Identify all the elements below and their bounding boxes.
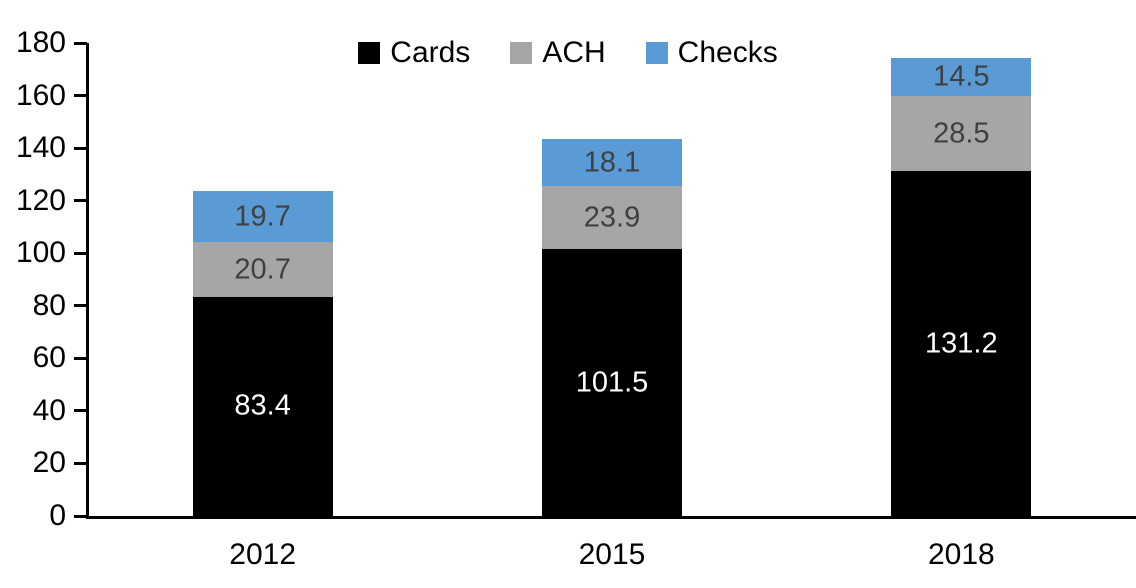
y-axis-tick-label: 60	[32, 341, 66, 375]
segment-value-label: 19.7	[234, 200, 291, 233]
bar-segment-ach-2015	[542, 186, 682, 250]
legend-label: Checks	[677, 36, 778, 69]
y-axis-line	[86, 43, 89, 519]
x-axis-line	[86, 516, 1136, 519]
segment-value-label: 20.7	[234, 253, 291, 286]
segment-value-label: 23.9	[583, 201, 641, 234]
y-axis-tick-mark	[74, 461, 87, 465]
bar-segment-ach-2012	[192, 242, 333, 297]
y-axis-tick-label: 120	[15, 183, 66, 217]
y-axis-tick-label: 20	[32, 446, 66, 480]
legend-item-ach: ACH	[510, 36, 606, 69]
y-axis-tick-label: 100	[15, 236, 66, 270]
y-axis-tick-mark	[74, 304, 87, 308]
legend-label: Cards	[390, 36, 471, 69]
y-axis-tick-mark	[74, 356, 87, 360]
y-axis-tick-mark	[74, 41, 87, 45]
y-axis-tick-label: 0	[49, 499, 66, 532]
y-axis-tick-mark	[74, 199, 87, 203]
segment-value-label: 131.2	[925, 327, 998, 360]
bar-segment-ach-2018	[891, 96, 1032, 172]
x-axis-category-label: 2018	[927, 538, 995, 571]
y-axis-tick-mark	[74, 251, 87, 255]
legend-swatch-cards	[358, 42, 381, 64]
y-axis-tick-mark	[74, 514, 87, 518]
legend-item-cards: Cards	[358, 38, 470, 68]
x-axis-category-label: 2015	[578, 538, 646, 571]
legend-swatch-ach	[510, 42, 533, 64]
bar-segment-checks-2018	[891, 58, 1032, 97]
y-axis-tick-mark	[74, 409, 87, 413]
legend-swatch-checks	[645, 42, 668, 64]
y-axis-tick-mark	[74, 146, 87, 150]
y-axis-tick-label: 180	[15, 26, 66, 59]
segment-value-label: 83.4	[234, 389, 291, 422]
bar-segment-cards-2015	[542, 249, 682, 516]
y-axis-tick-mark	[74, 94, 87, 98]
y-axis-tick-label: 40	[32, 393, 66, 427]
segment-value-label: 28.5	[933, 117, 990, 150]
segment-value-label: 18.1	[583, 146, 641, 179]
bar-segment-cards-2018	[891, 171, 1032, 516]
bar-segment-cards-2012	[192, 296, 333, 516]
x-axis-category-label: 2012	[229, 538, 297, 571]
bar-segment-checks-2015	[542, 138, 682, 187]
legend-label: ACH	[542, 36, 606, 69]
segment-value-label: 101.5	[575, 366, 649, 399]
y-axis-tick-label: 80	[32, 288, 66, 322]
legend-item-checks: Checks	[645, 36, 778, 69]
y-axis-tick-label: 160	[15, 78, 66, 112]
segment-value-label: 14.5	[933, 60, 990, 93]
bar-segment-checks-2012	[192, 190, 333, 243]
legend: Cards ACH Checks	[0, 38, 1136, 68]
y-axis-tick-label: 140	[15, 131, 66, 165]
